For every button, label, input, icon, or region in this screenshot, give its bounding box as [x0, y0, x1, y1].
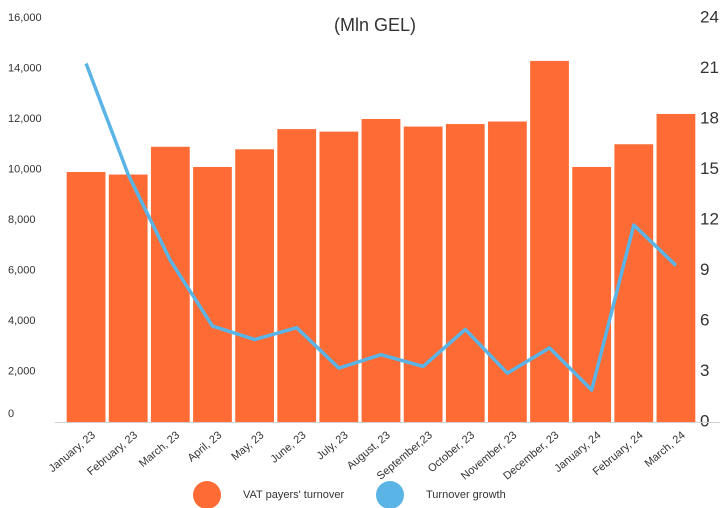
legend-swatch — [193, 481, 221, 508]
y2-tick-label: 6 — [700, 310, 709, 329]
bar — [488, 121, 527, 423]
y2-tick-label: 9 — [700, 260, 709, 279]
y-tick-label: 10,000 — [8, 163, 42, 175]
bar — [614, 144, 654, 422]
y2-tick-label: 18 — [700, 108, 719, 127]
y-tick-label: 2,000 — [8, 365, 36, 377]
bar — [319, 131, 359, 422]
x-tick-label: July, 23 — [315, 429, 351, 462]
x-tick-label: May, 23 — [229, 429, 266, 463]
legend-label: VAT payers' turnover — [243, 489, 344, 501]
y2-tick-label: 15 — [700, 159, 719, 178]
line — [84, 62, 678, 392]
bar — [530, 60, 569, 423]
bar — [150, 146, 190, 422]
x-tick-label: March, 23 — [137, 429, 182, 470]
y-tick-label: 0 — [8, 408, 14, 420]
y2-tick-label: 0 — [700, 411, 709, 430]
bar — [66, 172, 106, 422]
bar — [108, 174, 148, 422]
y-tick-label: 16,000 — [8, 12, 42, 24]
x-tick-label: April, 23 — [186, 429, 225, 464]
y-tick-label: 4,000 — [8, 315, 36, 327]
bar — [235, 149, 274, 423]
bar — [445, 124, 485, 423]
x-tick-label: March, 24 — [643, 429, 688, 470]
chart-title: (Mln GEL) — [334, 15, 416, 35]
y2-tick-label: 24 — [700, 7, 719, 26]
y2-tick-label: 3 — [700, 361, 709, 380]
y-tick-label: 8,000 — [8, 214, 36, 226]
y2-tick-label: 21 — [700, 58, 719, 77]
x-tick-label: June, 23 — [268, 429, 308, 465]
y-tick-label: 6,000 — [8, 264, 36, 276]
legend-label: Turnover growth — [426, 489, 506, 501]
y-tick-label: 14,000 — [8, 62, 42, 74]
bar — [277, 129, 317, 422]
bar — [361, 119, 401, 422]
y2-tick-label: 12 — [700, 209, 719, 228]
bar — [193, 166, 232, 422]
bar — [403, 126, 443, 422]
bar — [656, 113, 696, 422]
y-tick-label: 12,000 — [8, 113, 42, 125]
legend-swatch — [376, 481, 404, 508]
